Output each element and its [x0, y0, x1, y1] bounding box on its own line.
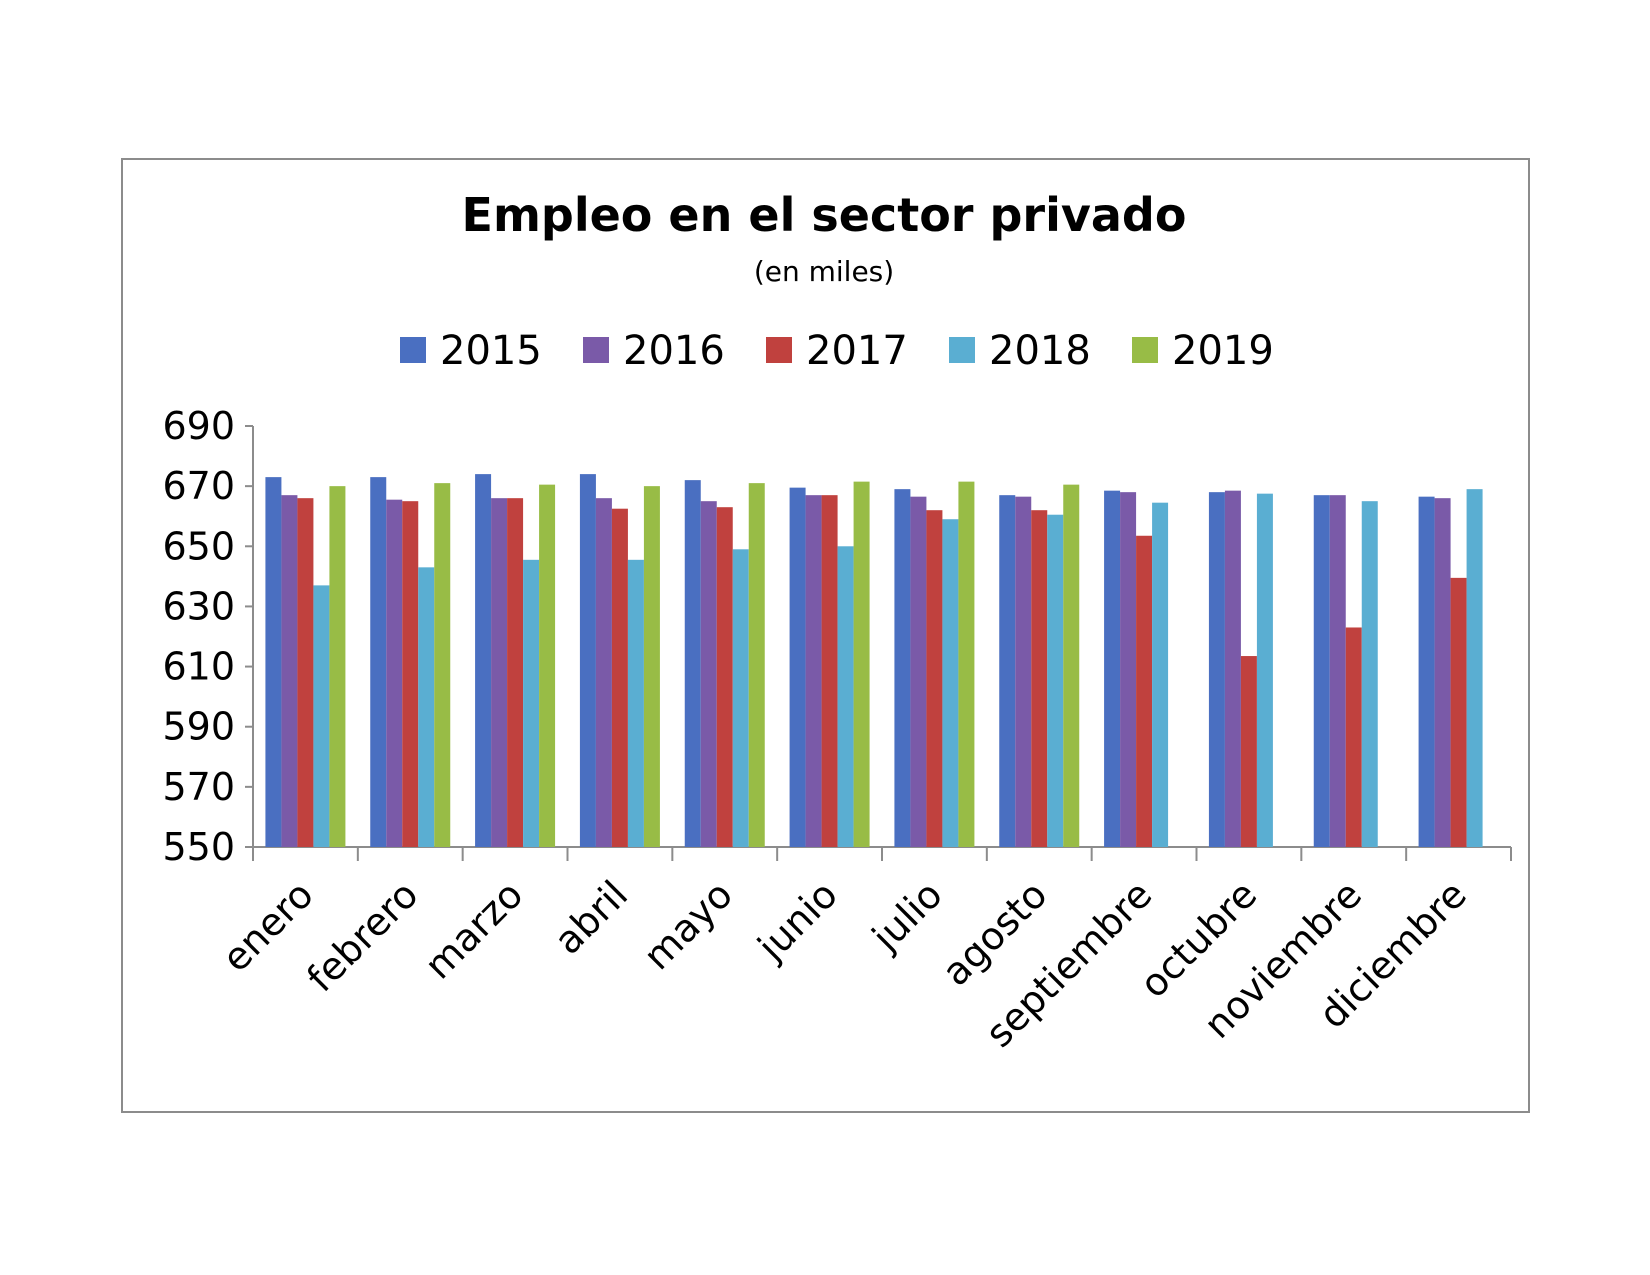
bar — [1313, 495, 1330, 847]
bar — [523, 559, 540, 847]
legend-label: 2015 — [440, 328, 542, 374]
y-tick-label: 690 — [162, 404, 235, 448]
bar — [821, 495, 838, 847]
bar — [402, 501, 419, 847]
bar — [999, 495, 1016, 847]
y-axis: 550 570 590 610 630 650 670 690 — [162, 404, 254, 869]
y-tick-label: 650 — [162, 524, 235, 568]
x-tick-label: mayo — [635, 872, 741, 978]
legend-swatch — [583, 337, 609, 363]
bar — [910, 496, 927, 847]
y-tick-label: 590 — [162, 705, 235, 749]
bar — [297, 498, 314, 847]
legend-item: 2019 — [1132, 328, 1274, 374]
bar — [539, 484, 556, 847]
x-tick-label: febrero — [299, 872, 427, 1000]
bar — [1256, 493, 1273, 847]
bar — [1240, 656, 1257, 847]
bar — [643, 486, 660, 847]
legend: 2015 2016 2017 2018 2019 — [400, 328, 1274, 374]
bar — [1224, 490, 1241, 847]
x-tick-label: marzo — [416, 872, 531, 987]
bar — [1466, 489, 1483, 847]
y-tick-label: 550 — [162, 825, 235, 869]
y-tick-label: 670 — [162, 464, 235, 508]
y-tick-label: 610 — [162, 645, 235, 689]
bar — [1063, 484, 1080, 847]
bar — [1208, 492, 1225, 847]
bar — [942, 519, 959, 847]
bars — [265, 474, 1483, 847]
chart-subtitle: (en miles) — [754, 255, 894, 288]
bar — [1104, 490, 1121, 847]
bar — [329, 486, 346, 847]
legend-item: 2018 — [949, 328, 1091, 374]
bar — [805, 495, 822, 847]
bar — [313, 585, 330, 847]
bar — [611, 508, 628, 847]
bar — [894, 489, 911, 847]
chart-svg: Empleo en el sector privado (en miles) 2… — [162, 188, 1512, 1056]
bar — [958, 481, 975, 847]
bar — [627, 559, 644, 847]
bar — [418, 567, 435, 847]
bar — [1015, 496, 1032, 847]
bar — [475, 474, 492, 847]
bar — [579, 474, 596, 847]
legend-swatch — [400, 337, 426, 363]
bar — [507, 498, 524, 847]
chart-title: Empleo en el sector privado — [462, 188, 1187, 242]
bar — [370, 477, 387, 847]
bar — [684, 480, 701, 847]
bar — [748, 483, 765, 847]
x-tick-label: julio — [863, 872, 951, 960]
bar — [491, 498, 508, 847]
bar — [1329, 495, 1346, 847]
chart-frame: Empleo en el sector privado (en miles) 2… — [121, 158, 1530, 1113]
bar — [1031, 510, 1048, 847]
bar — [1418, 496, 1435, 847]
bar — [732, 549, 749, 847]
bar — [1136, 535, 1153, 847]
bar — [837, 546, 854, 847]
bar — [265, 477, 282, 847]
bar — [789, 487, 806, 847]
bar — [716, 507, 733, 847]
bar — [1047, 514, 1064, 847]
bar — [853, 481, 870, 847]
bar — [1450, 577, 1467, 847]
legend-swatch — [1132, 337, 1158, 363]
bar — [700, 501, 717, 847]
x-tick-label: junio — [749, 872, 846, 969]
bar — [595, 498, 612, 847]
legend-label: 2016 — [623, 328, 725, 374]
bar — [926, 510, 943, 847]
legend-item: 2016 — [583, 328, 725, 374]
bar — [1361, 501, 1378, 847]
bar — [1152, 502, 1169, 847]
legend-label: 2018 — [989, 328, 1091, 374]
bar — [434, 483, 451, 847]
bar — [281, 495, 298, 847]
x-tick-label: abril — [546, 872, 637, 963]
bar — [1434, 498, 1451, 847]
legend-item: 2015 — [400, 328, 542, 374]
bar — [386, 499, 403, 847]
bar — [1345, 627, 1362, 847]
y-tick-label: 570 — [162, 765, 235, 809]
legend-item: 2017 — [766, 328, 908, 374]
legend-swatch — [766, 337, 792, 363]
y-tick-label: 630 — [162, 584, 235, 628]
bar — [1120, 492, 1137, 847]
legend-label: 2017 — [806, 328, 908, 374]
legend-label: 2019 — [1172, 328, 1274, 374]
legend-swatch — [949, 337, 975, 363]
